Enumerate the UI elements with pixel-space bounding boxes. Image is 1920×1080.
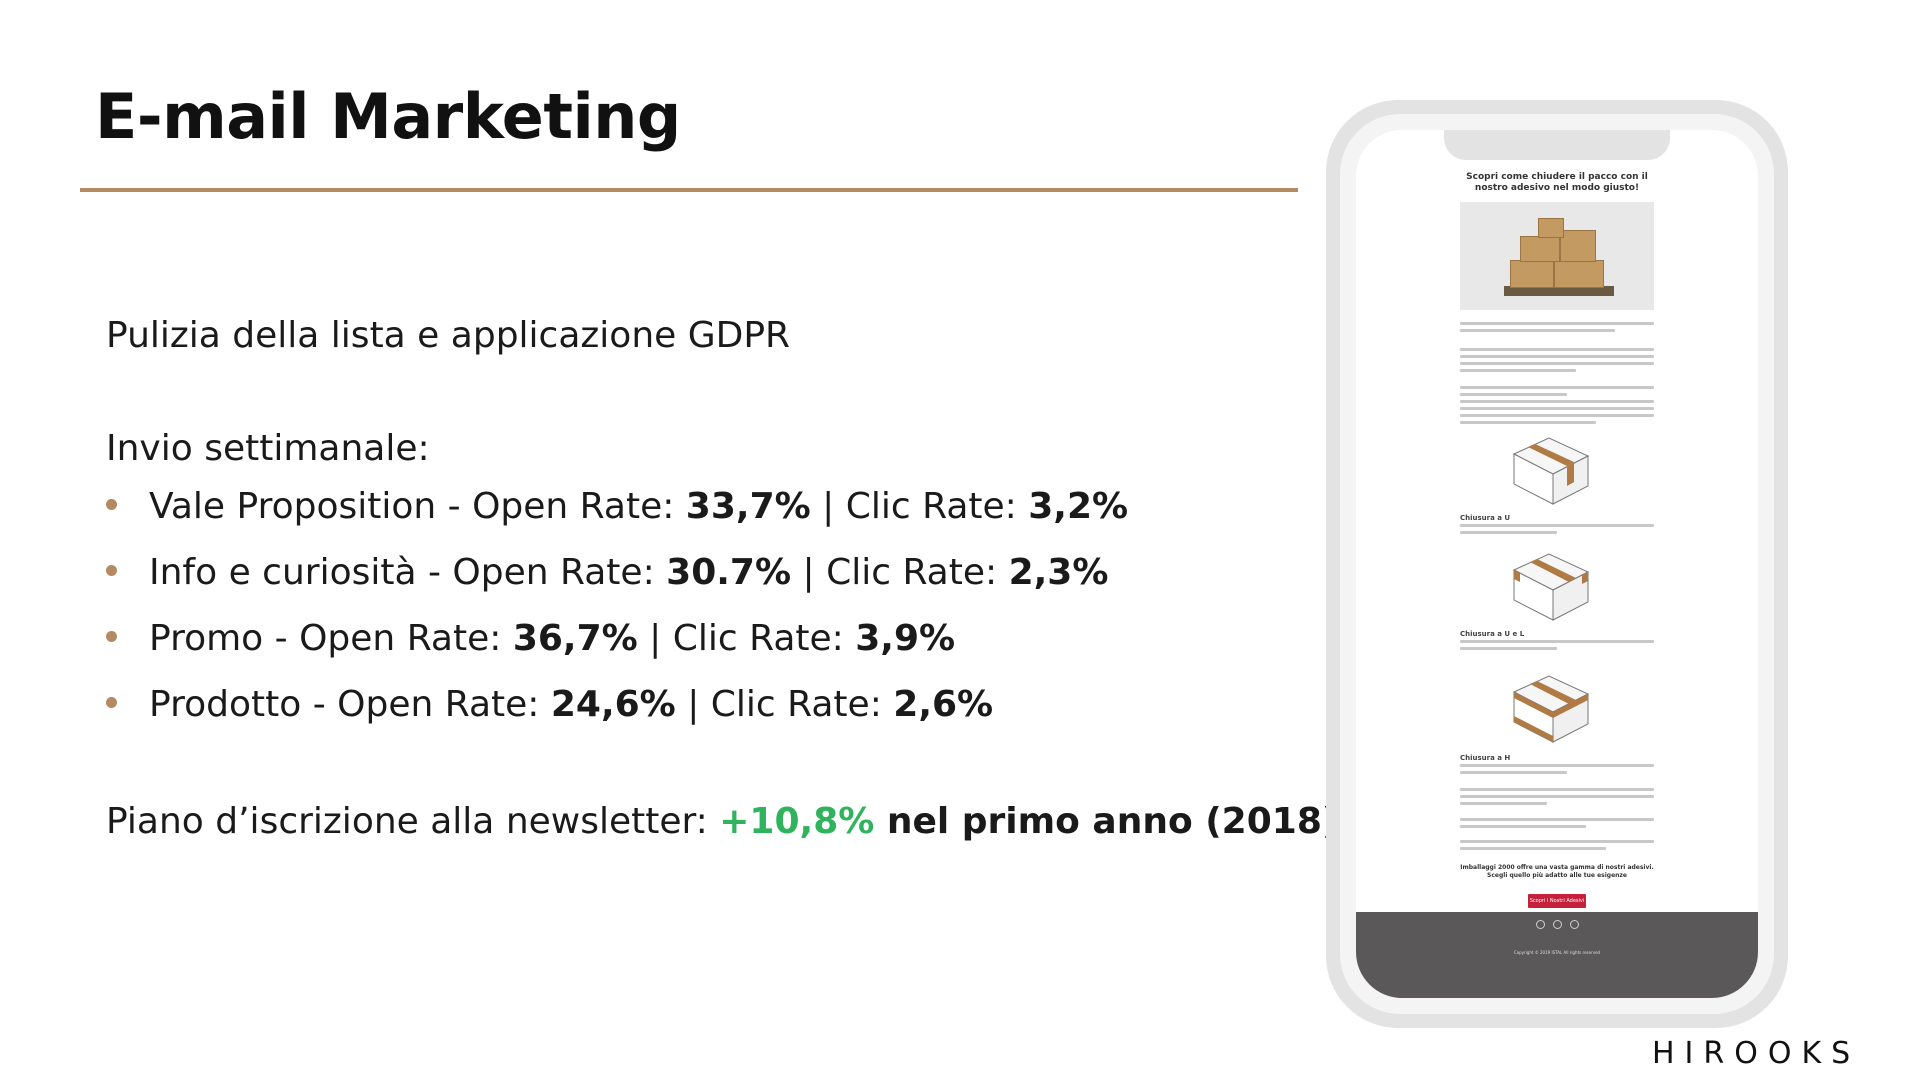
box-shape	[1554, 260, 1604, 288]
cta-button[interactable]: Scopri i Nostri Adesivi	[1528, 894, 1586, 908]
phone-mockup: Scopri come chiudere il pacco con il nos…	[1326, 100, 1788, 1028]
social-icons	[1356, 920, 1758, 929]
email-paragraph	[1460, 764, 1654, 778]
box-u-closure-icon	[1512, 437, 1590, 505]
bullet-separator: - Open Rate:	[416, 552, 667, 593]
email-paragraph	[1460, 524, 1654, 538]
email-paragraph	[1460, 840, 1654, 854]
slide-title: E-mail Marketing	[95, 80, 681, 153]
bullet-separator: | Clic Rate:	[810, 486, 1029, 527]
box-h-closure-icon	[1512, 675, 1590, 743]
bullet-name: Vale Proposition	[149, 486, 437, 527]
section-label: Chiusura a U e L	[1460, 630, 1525, 638]
weekly-heading: Invio settimanale:	[106, 428, 430, 469]
website-icon[interactable]	[1569, 920, 1579, 929]
bullet-name: Info e curiosità	[149, 552, 417, 593]
open-rate: 36,7%	[512, 618, 638, 659]
email-paragraph	[1460, 322, 1654, 336]
bullet-dot-icon	[106, 630, 117, 642]
bullet-separator: | Clic Rate:	[637, 618, 856, 659]
bullet-dot-icon	[106, 696, 117, 708]
email-paragraph	[1460, 348, 1654, 376]
gdpr-line: Pulizia della lista e applicazione GDPR	[106, 315, 791, 356]
email-footer: Copyright © 2019 ISTAL All rights reserv…	[1356, 912, 1758, 998]
bullet-separator: | Clic Rate:	[675, 684, 894, 725]
open-rate: 24,6%	[550, 684, 676, 725]
click-rate: 3,9%	[855, 618, 956, 659]
bullet-dot-icon	[106, 498, 117, 510]
bullet-separator: - Open Rate:	[301, 684, 551, 725]
box-shape	[1538, 218, 1564, 238]
bullet-separator: - Open Rate:	[436, 486, 686, 527]
email-paragraph	[1460, 640, 1654, 654]
bullet-item: Vale Proposition - Open Rate: 33,7% | Cl…	[106, 486, 1128, 527]
subscription-suffix: nel primo anno (2018)	[874, 801, 1339, 842]
section-label: Chiusura a U	[1460, 514, 1511, 522]
click-rate: 3,2%	[1028, 486, 1129, 527]
email-paragraph	[1460, 386, 1654, 428]
bullet-name: Promo	[149, 618, 264, 659]
phone-screen: Scopri come chiudere il pacco con il nos…	[1356, 130, 1758, 998]
email-paragraph	[1460, 818, 1654, 832]
click-rate: 2,3%	[1008, 552, 1109, 593]
boxes-photo	[1460, 202, 1654, 310]
subscription-growth: +10,8%	[719, 801, 875, 842]
instagram-icon[interactable]	[1552, 920, 1562, 929]
pallet-shape	[1504, 286, 1614, 296]
bullet-separator: - Open Rate:	[263, 618, 513, 659]
box-shape	[1510, 260, 1554, 288]
bullet-item: Prodotto - Open Rate: 24,6% | Clic Rate:…	[106, 684, 993, 725]
footer-copyright: Copyright © 2019 ISTAL All rights reserv…	[1513, 950, 1601, 955]
phone-notch	[1444, 130, 1670, 160]
box-u-l-closure-icon	[1512, 553, 1590, 621]
box-shape	[1560, 230, 1596, 262]
bullet-item: Promo - Open Rate: 36,7% | Clic Rate: 3,…	[106, 618, 955, 659]
section-label: Chiusura a H	[1460, 754, 1511, 762]
brand-logo: HIROOKS	[1652, 1036, 1861, 1071]
email-headline: Scopri come chiudere il pacco con il nos…	[1466, 172, 1648, 193]
bullet-item: Info e curiosità - Open Rate: 30.7% | Cl…	[106, 552, 1108, 593]
subscription-prefix: Piano d’iscrizione alla newsletter:	[106, 801, 720, 842]
subscription-line: Piano d’iscrizione alla newsletter: +10,…	[106, 801, 1338, 842]
bullet-separator: | Clic Rate:	[791, 552, 1009, 593]
title-divider	[80, 188, 1298, 192]
open-rate: 33,7%	[685, 486, 811, 527]
bullet-name: Prodotto	[149, 684, 302, 725]
box-shape	[1520, 236, 1560, 262]
cta-text: Imballaggi 2000 offre una vasta gamma di…	[1460, 864, 1654, 879]
facebook-icon[interactable]	[1535, 920, 1545, 929]
email-paragraph	[1460, 788, 1654, 809]
bullet-dot-icon	[106, 564, 117, 576]
click-rate: 2,6%	[893, 684, 994, 725]
open-rate: 30.7%	[666, 552, 792, 593]
